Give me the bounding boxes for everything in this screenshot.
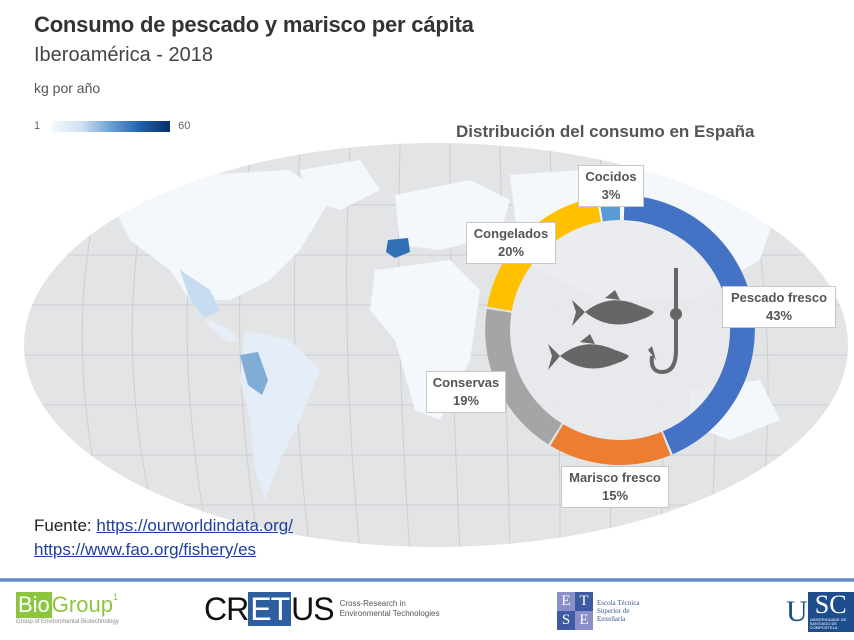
label-text: Marisco fresco (569, 470, 661, 485)
segment-marisco-fresco (550, 424, 671, 465)
logo-letter: E (557, 592, 575, 611)
tagline-line: Superior de (597, 607, 630, 615)
logo-letter: T (575, 592, 593, 611)
etse-logo: E T S E Escola Técnica Superior de Enxeñ… (557, 592, 639, 630)
tagline-line: Enxeñaría (597, 615, 626, 623)
segment-pescado-fresco (623, 195, 755, 455)
usc-logo: U SC UNIVERSIDADE DE SANTIAGO DE COMPOST… (786, 592, 854, 632)
legend-gradient-bar (52, 120, 171, 132)
logo-letter: S (557, 611, 575, 630)
logo-letter: E (575, 611, 593, 630)
unit-label: kg por año (34, 80, 101, 96)
source-link-fao[interactable]: https://www.fao.org/fishery/es (34, 540, 257, 559)
logo-text: U (786, 595, 808, 628)
label-value: 19% (452, 393, 480, 408)
logo-tagline: Group of Environmental Biotechnology (16, 619, 119, 625)
etse-mark: E T S E (557, 592, 593, 630)
logo-text: CRETUS (204, 591, 335, 627)
label-value: 43% (765, 308, 793, 323)
legend-min: 1 (34, 120, 41, 132)
logo-text-part: ET (248, 591, 292, 627)
segment-conservas (485, 308, 562, 445)
cretus-logo: CRETUS Cross-Research in Environmental Te… (204, 592, 439, 626)
label-value: 3% (601, 187, 621, 202)
label-conservas: Conservas 19% (426, 371, 506, 413)
logo-text-part: CR (204, 591, 249, 627)
donut-chart-title: Distribución del consumo en España (456, 122, 755, 141)
legend-max: 60 (178, 120, 191, 132)
donut-chart (485, 195, 755, 465)
country-spain (386, 238, 410, 258)
label-text: Pescado fresco (730, 290, 828, 305)
color-legend: 1 60 (34, 118, 190, 134)
segment-congelados (487, 197, 601, 311)
fish-icon (572, 290, 654, 326)
logo-text: Group (51, 592, 113, 617)
footer-divider (0, 578, 854, 582)
source-label: Fuente: (34, 516, 92, 535)
page-title: Consumo de pescado y marisco per cápita (34, 12, 474, 37)
logo-box: SC UNIVERSIDADE DE SANTIAGO DE COMPOSTEL… (807, 590, 854, 632)
label-pescado-fresco: Pescado fresco 43% (722, 286, 836, 328)
logo-text: 1 (112, 592, 118, 602)
tagline-line: Escola Técnica (597, 599, 640, 607)
label-cocidos: Cocidos 3% (578, 165, 644, 207)
country-peru (240, 352, 268, 395)
label-marisco-fresco: Marisco fresco 15% (561, 466, 669, 508)
fishing-hook-icon (649, 268, 682, 375)
logo-text: Bio (16, 592, 52, 618)
logo-tagline: Cross-Research in Environmental Technolog… (340, 599, 440, 619)
logo-tagline: UNIVERSIDADE DE SANTIAGO DE COMPOSTELA (809, 617, 847, 630)
tagline-line: Environmental Technologies (339, 609, 440, 618)
tagline-line: Cross-Research in (339, 599, 406, 608)
biogroup-logo: BioGroup1 Group of Environmental Biotech… (16, 592, 119, 625)
logo-tagline: Escola Técnica Superior de Enxeñaría (597, 599, 639, 623)
logo-text-part: US (291, 591, 334, 627)
label-text: Conservas (432, 375, 500, 390)
label-congelados: Congelados 20% (466, 222, 556, 264)
country-mexico (180, 270, 220, 318)
source-block: Fuente: https://ourworldindata.org/ http… (34, 514, 293, 562)
logo-text: SC (814, 590, 847, 619)
label-text: Congelados (473, 226, 549, 241)
label-value: 15% (601, 488, 629, 503)
source-link-ourworldindata[interactable]: https://ourworldindata.org/ (96, 516, 293, 535)
label-value: 20% (497, 244, 525, 259)
page-subtitle: Iberoamérica - 2018 (34, 44, 213, 66)
fish-icon (548, 334, 629, 370)
label-text: Cocidos (585, 169, 637, 184)
